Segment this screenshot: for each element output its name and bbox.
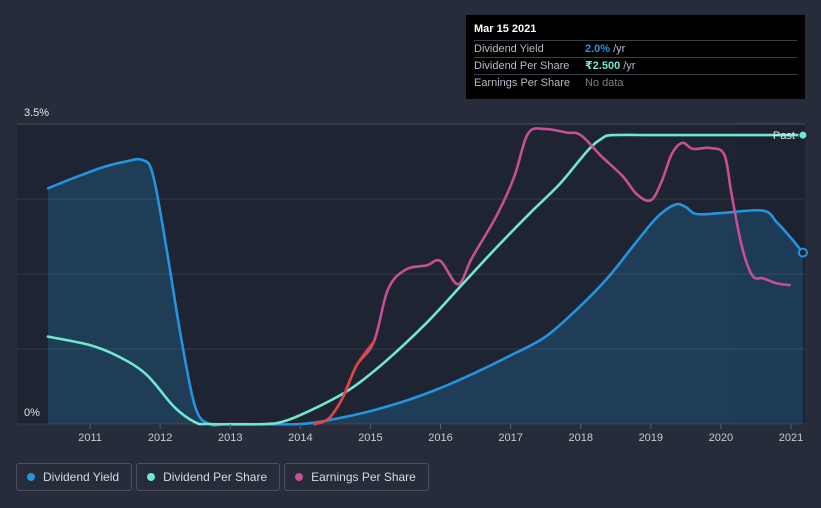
tooltip-label: Dividend Per Share	[474, 60, 570, 72]
legend-item-earnings-per-share[interactable]: Earnings Per Share	[284, 463, 429, 491]
dividend-per-share-line	[46, 133, 805, 426]
tooltip-unit: /yr	[613, 43, 626, 55]
tooltip-row-earnings-per-share: Earnings Per Share No data	[474, 74, 797, 91]
legend-label: Dividend Per Share	[163, 470, 268, 484]
tooltip-row-dividend-per-share: Dividend Per Share ₹2.500 /yr	[474, 57, 797, 74]
earnings-per-share-negative-segment	[313, 340, 376, 426]
legend-label: Earnings Per Share	[311, 470, 416, 484]
series-lines	[46, 127, 805, 427]
legend-dot-icon	[27, 473, 35, 481]
tooltip-value: No data	[585, 77, 624, 89]
tooltip-label: Dividend Yield	[474, 43, 544, 55]
legend-item-dividend-yield[interactable]: Dividend Yield	[16, 463, 133, 491]
tooltip-value: 2.0%	[585, 43, 611, 55]
series-areas	[48, 159, 803, 426]
tooltip-row-dividend-yield: Dividend Yield 2.0% /yr	[474, 40, 797, 57]
y-tick-label-min: 0%	[24, 407, 40, 419]
tooltip-value: ₹2.500	[585, 60, 621, 72]
past-label: Past	[773, 130, 795, 142]
x-axis: 2011 2012 2013 2014 2015 2016 2017 2018 2019 2020…	[78, 424, 803, 444]
tooltip-date: Mar 15 2021	[474, 23, 537, 35]
tooltip: Mar 15 2021 Dividend Yield 2.0% /yr Divi…	[466, 15, 805, 99]
x-tick-label: 2019	[639, 432, 663, 444]
x-tick-label: 2012	[148, 432, 172, 444]
legend-label: Dividend Yield	[43, 470, 120, 484]
chart-legend: Dividend Yield Dividend Per Share Earnin…	[16, 463, 429, 491]
legend-dot-icon	[295, 473, 304, 481]
y-tick-label-max: 3.5%	[24, 107, 49, 119]
dividend-per-share-end-marker	[798, 130, 808, 140]
x-tick-label: 2015	[358, 432, 382, 444]
x-tick-label: 2011	[78, 432, 102, 444]
dividend-yield-area	[48, 159, 803, 426]
x-tick-label: 2018	[568, 432, 592, 444]
x-tick-label: 2016	[428, 432, 452, 444]
earnings-per-share-line	[313, 127, 791, 426]
tooltip-label: Earnings Per Share	[474, 77, 570, 89]
x-tick-label: 2017	[498, 432, 522, 444]
legend-item-dividend-per-share[interactable]: Dividend Per Share	[136, 463, 281, 491]
y-axis: 3.5% 0%	[24, 107, 49, 419]
x-tick-label: 2021	[779, 432, 803, 444]
series-markers	[797, 130, 808, 258]
x-tick-label: 2014	[288, 432, 312, 444]
dividend-yield-line	[46, 157, 805, 427]
tooltip-unit: /yr	[623, 60, 636, 72]
dividend-yield-end-marker	[797, 247, 808, 258]
chart-grid	[17, 123, 805, 425]
legend-dot-icon	[147, 473, 156, 481]
x-tick-label: 2020	[709, 432, 733, 444]
x-tick-label: 2013	[218, 432, 242, 444]
